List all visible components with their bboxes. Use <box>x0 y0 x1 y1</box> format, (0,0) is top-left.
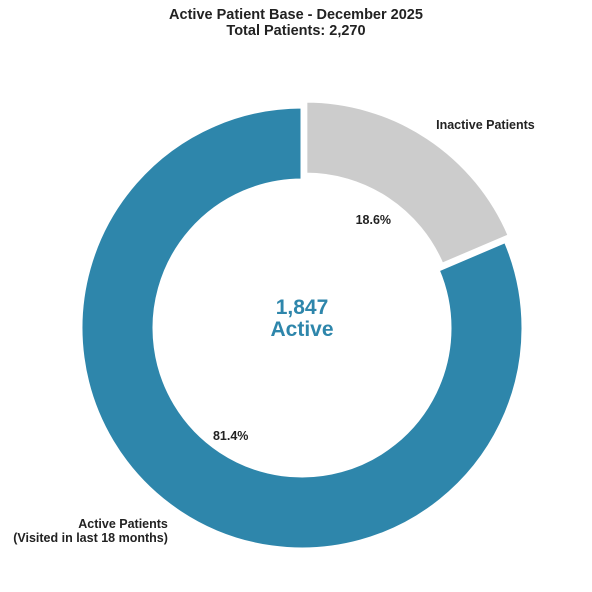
chart-subtitle: Total Patients: 2,270 <box>226 23 366 39</box>
value-label: 18.6% <box>355 213 392 228</box>
chart-title: Active Patient Base - December 2025 <box>169 7 423 23</box>
center-sublabel: Active <box>270 318 334 341</box>
center-label: 1,847 <box>275 296 329 319</box>
value-label: 81.4% <box>212 428 249 443</box>
donut-slice <box>79 105 525 551</box>
slice-label: Active Patients (Visited in last 18 mont… <box>13 516 168 545</box>
slice-label: Inactive Patients <box>436 118 535 133</box>
donut-slice <box>304 99 512 267</box>
